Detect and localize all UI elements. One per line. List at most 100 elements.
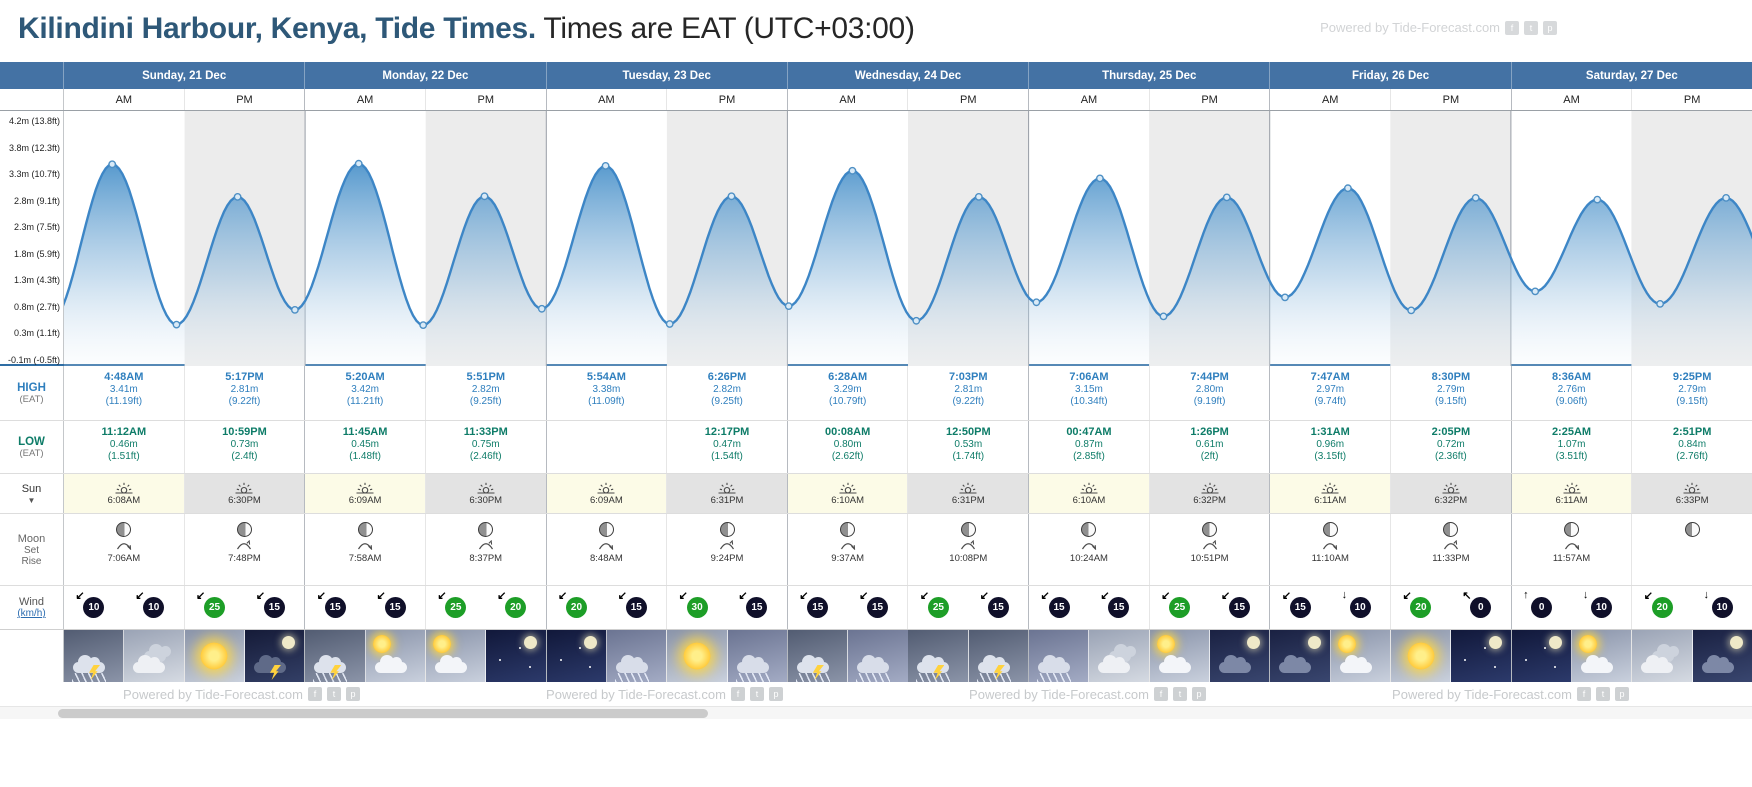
facebook-icon[interactable]: f — [1505, 20, 1519, 35]
low-tide-cell: 2:51PM 0.84m (2.76ft) — [1632, 421, 1752, 473]
moon-shape — [1549, 636, 1563, 649]
high-tide-cell: 6:26PM 2.82m (9.25ft) — [667, 366, 788, 420]
weather-icon-night-cloud — [1692, 630, 1752, 682]
wind-speed: 15 — [389, 602, 401, 613]
low-tide-cell: 1:26PM 0.61m (2ft) — [1150, 421, 1271, 473]
facebook-icon[interactable]: f — [730, 687, 745, 701]
twitter-icon[interactable]: t — [1172, 687, 1187, 701]
low-tide-height-ft: (2.4ft) — [231, 451, 258, 462]
sunrise-icon — [1320, 481, 1340, 494]
weather-icon-night-clear — [546, 630, 607, 682]
wind-speed-badge: ↙ 15 — [377, 590, 406, 618]
moon-set-time: 8:48AM — [590, 553, 623, 564]
weather-icon-night-storm — [244, 630, 305, 682]
weather-cell — [1511, 630, 1633, 682]
wind-speed-badge: ↙ 15 — [738, 590, 768, 618]
watermark-link[interactable]: Powered by Tide-Forecast.com — [969, 686, 1149, 702]
moon-shape — [1729, 636, 1743, 649]
facebook-icon[interactable]: f — [1153, 687, 1168, 701]
moon-phase-icon — [1684, 522, 1700, 537]
weather-cell — [546, 630, 668, 682]
wind-cell: ↙ 20 ↓ 10 — [1632, 586, 1752, 629]
high-tide-cell: 6:28AM 3.29m (10.79ft) — [788, 366, 909, 420]
high-label: HIGH — [17, 381, 46, 394]
wind-direction-arrow: ↙ — [1040, 590, 1050, 602]
pinterest-icon[interactable]: p — [768, 687, 783, 701]
pinterest-icon[interactable]: p — [345, 687, 360, 701]
moonset-icon — [840, 540, 856, 550]
high-tide-time: 9:25PM — [1672, 371, 1712, 383]
high-tide-time: 7:44PM — [1190, 371, 1229, 383]
moon-phase-icon — [236, 522, 252, 537]
star-shape — [589, 666, 592, 669]
twitter-icon[interactable]: t — [326, 687, 341, 701]
pinterest-icon[interactable]: p — [1191, 687, 1206, 701]
moon-cell: 10:24AM — [1029, 514, 1150, 585]
high-tide-height-ft: (9.25ft) — [469, 396, 502, 407]
wind-cell: ↙ 15 ↙ 15 — [788, 586, 909, 629]
moonset-icon — [357, 540, 373, 550]
wind-cell: ↙ 20 ↙ 15 — [547, 586, 668, 629]
high-tide-height-ft: (9.15ft) — [1676, 396, 1708, 407]
low-tide-cell: 11:12AM 0.46m (1.51ft) — [64, 421, 185, 473]
weather-cell — [305, 630, 426, 682]
weather-icon-storm — [305, 630, 366, 682]
weather-cell — [1029, 630, 1150, 682]
sun-shape — [200, 642, 228, 670]
weather-icon-night-clear — [486, 630, 546, 682]
moon-rise-time: 7:48PM — [228, 553, 261, 564]
watermark-link[interactable]: Powered by Tide-Forecast.com — [1392, 686, 1572, 702]
moon-shape — [583, 636, 597, 649]
sun-cells: 6:08AM 6:30PM 6:09AM 6:30PM 6:09AM 6:31PM 6:10… — [64, 474, 1752, 513]
twitter-icon[interactable]: t — [749, 687, 764, 701]
scrollbar-thumb[interactable] — [58, 709, 708, 718]
low-tide-cell: 2:05PM 0.72m (2.36ft) — [1391, 421, 1512, 473]
cloud-shape — [253, 655, 286, 673]
wind-speed-badge: ↙ 15 — [1221, 590, 1250, 618]
watermark-bottom-row: Powered by Tide-Forecast.com f t p Powered b… — [0, 682, 1752, 706]
twitter-icon[interactable]: t — [1595, 687, 1610, 701]
wind-speed-badge: ↙ 25 — [920, 590, 949, 618]
wind-direction-arrow: ↙ — [799, 590, 809, 602]
high-tide-height-m: 3.38m — [592, 384, 621, 395]
high-tide-time: 7:03PM — [949, 371, 988, 383]
y-axis-label: 1.8m (5.9ft) — [13, 248, 60, 259]
watermark-link[interactable]: Powered by Tide-Forecast.com — [123, 686, 303, 702]
facebook-icon[interactable]: f — [1576, 687, 1591, 701]
sunset-icon — [1441, 481, 1461, 494]
moon-phase-icon — [116, 522, 132, 537]
pinterest-icon[interactable]: p — [1614, 687, 1629, 701]
moon-cell: 7:48PM — [185, 514, 306, 585]
watermark-link[interactable]: Powered by Tide-Forecast.com — [546, 686, 726, 702]
high-tide-height-m: 2.80m — [1195, 384, 1224, 395]
pinterest-icon[interactable]: p — [1543, 20, 1557, 35]
low-tide-time: 12:17PM — [704, 426, 750, 438]
wind-direction-arrow: ↙ — [316, 590, 326, 602]
wind-speed-badge: ↙ 15 — [1282, 590, 1311, 618]
moonset-icon — [1081, 540, 1097, 550]
pm-label: PM — [185, 89, 306, 110]
cloud-shape — [796, 655, 829, 673]
wind-speed-badge: ↙ 15 — [618, 590, 647, 618]
moonrise-icon — [1443, 540, 1459, 550]
sun-cell: 6:32PM — [1391, 474, 1512, 513]
moon-phase-icon — [1322, 522, 1338, 537]
moon-shape — [282, 636, 296, 649]
low-tide-height-ft: (2ft) — [1200, 451, 1219, 462]
watermark-link[interactable]: Powered by Tide-Forecast.com — [1320, 20, 1500, 35]
wind-cell: ↙ 10 ↙ 10 — [64, 586, 185, 629]
caret-down-icon: ▼ — [27, 495, 36, 505]
low-tide-cell: 10:59PM 0.73m (2.4ft) — [185, 421, 306, 473]
horizontal-scrollbar[interactable] — [0, 706, 1752, 719]
facebook-icon[interactable]: f — [307, 687, 322, 701]
wind-speed-badge: ↙ 15 — [1100, 590, 1130, 618]
day-header: Friday, 26 Dec — [1270, 62, 1512, 89]
weather-cell — [184, 630, 306, 682]
wind-speed-badge: ↙ 15 — [980, 590, 1009, 618]
rain-streaks — [72, 673, 106, 682]
wind-direction-arrow: ↙ — [1100, 590, 1110, 602]
wind-units-link[interactable]: (km/h) — [17, 608, 46, 619]
weather-icon-night-cloud — [1210, 630, 1270, 682]
low-tide-height-m: 0.84m — [1678, 439, 1707, 450]
twitter-icon[interactable]: t — [1524, 20, 1538, 35]
